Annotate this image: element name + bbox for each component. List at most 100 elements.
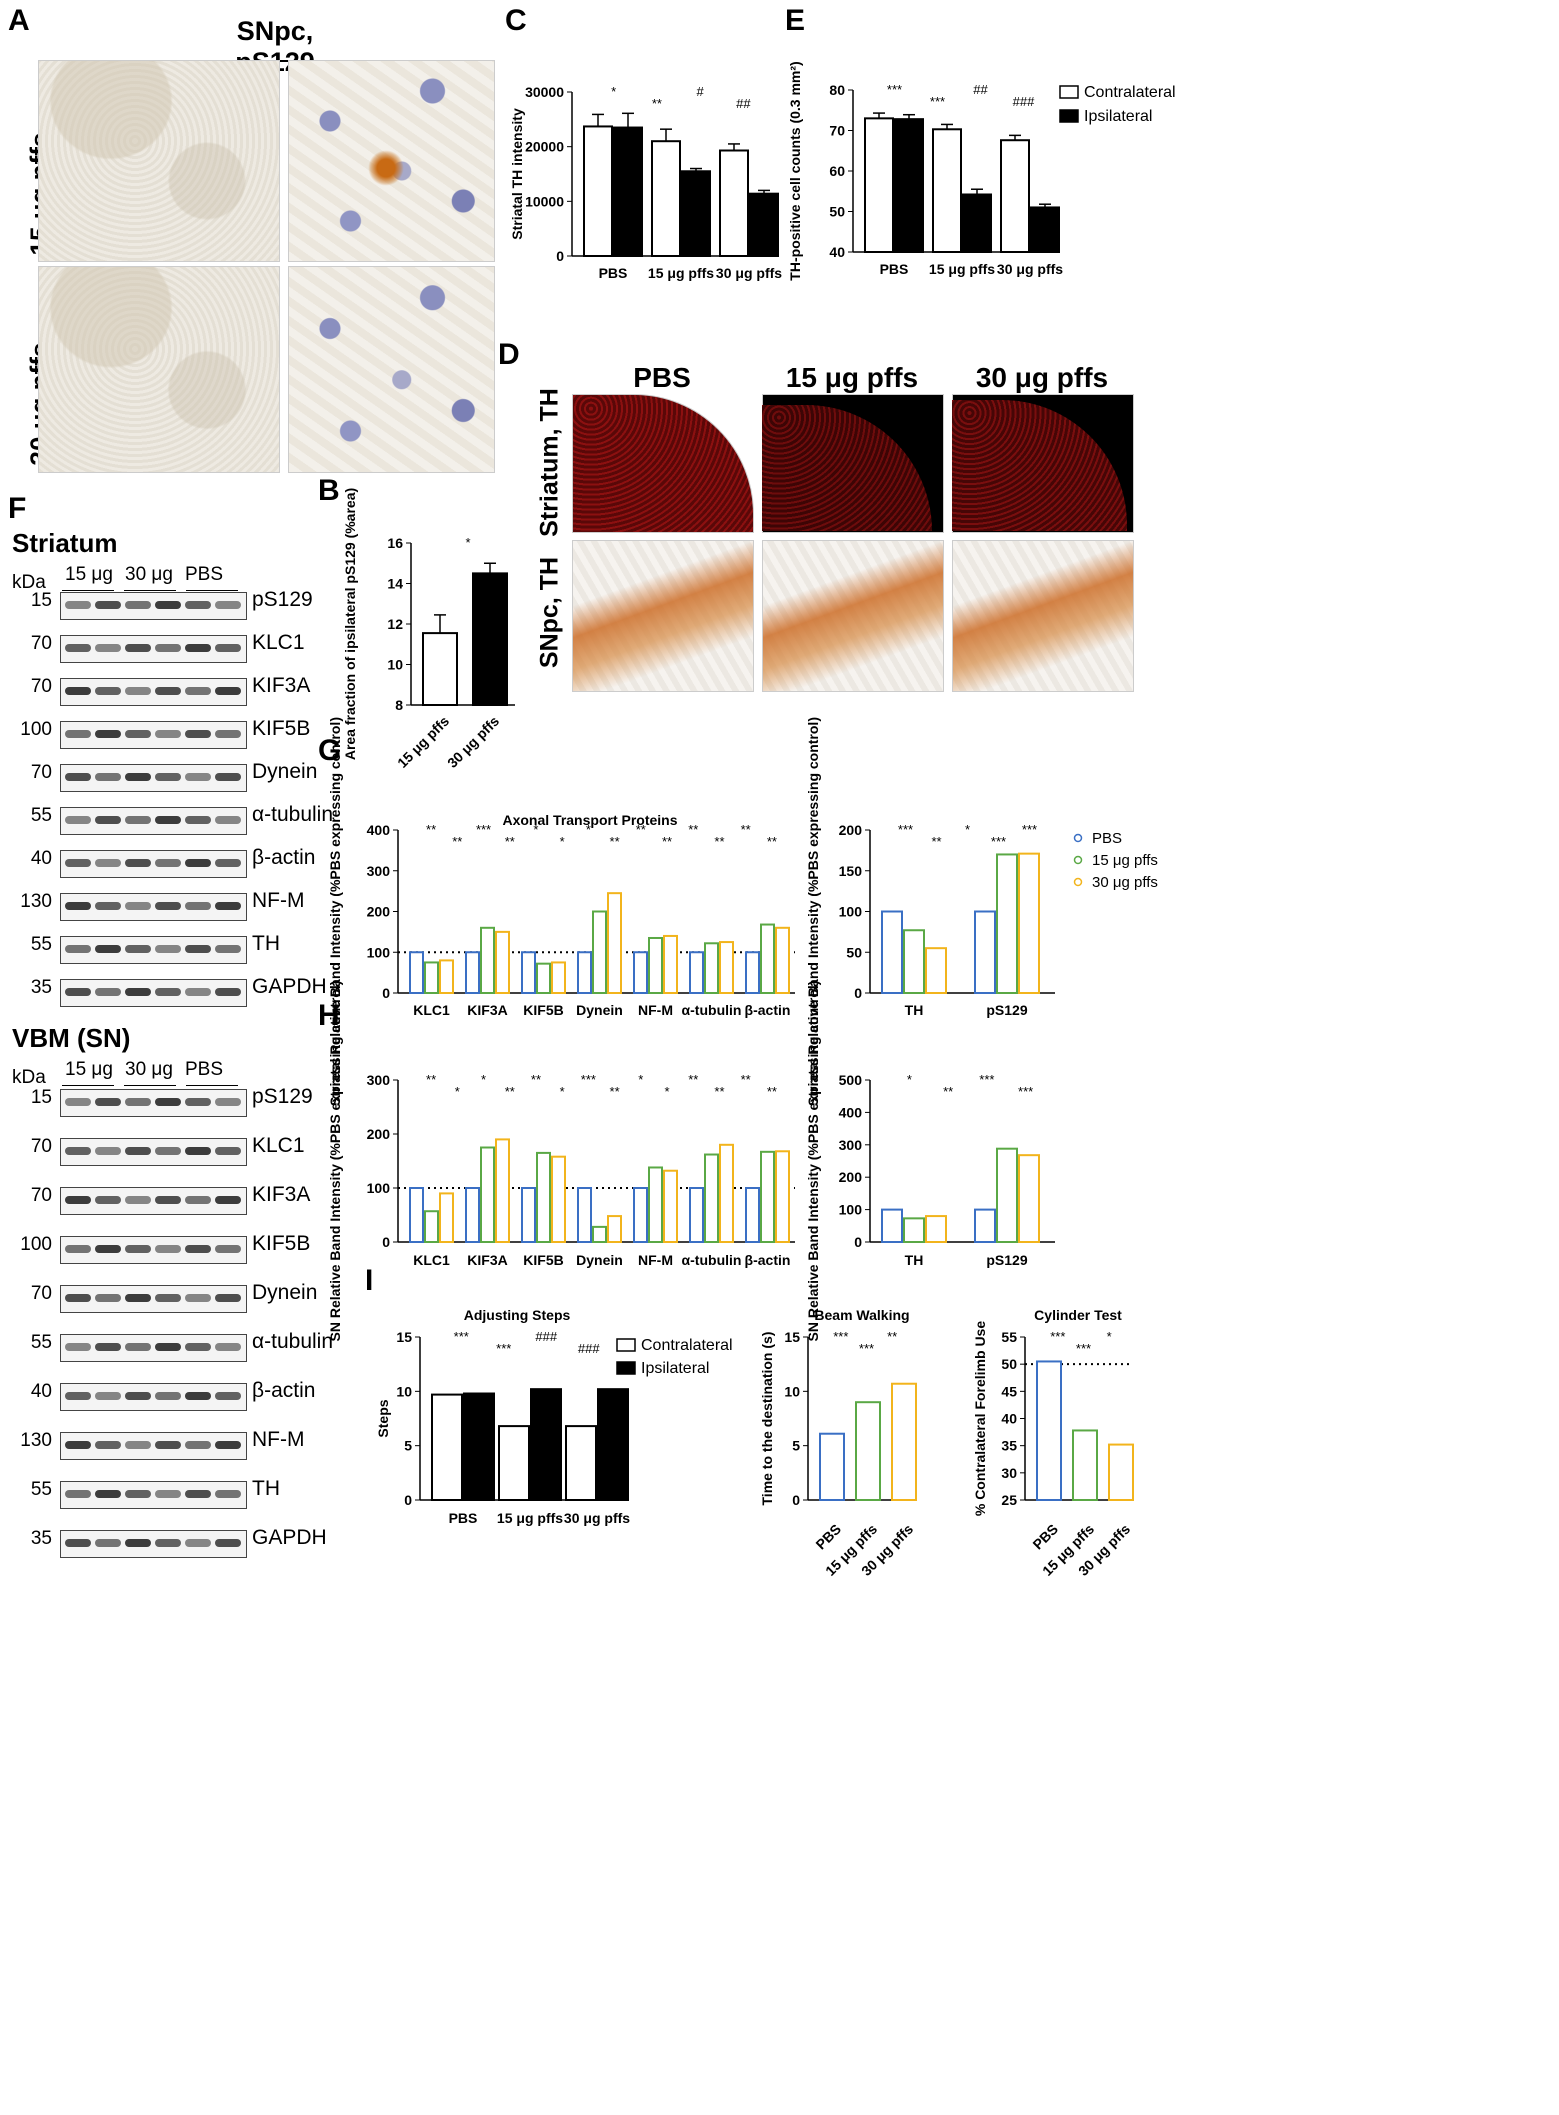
y-tick-label: 0 [556, 248, 564, 264]
blot-band [215, 902, 241, 910]
blot-band [125, 859, 151, 867]
bar [651, 140, 681, 257]
significance-mark: *** [581, 1072, 596, 1087]
y-tick-label: 400 [839, 1104, 863, 1120]
snpc-ps129-30ug-high-mag [288, 266, 495, 473]
blot-band [215, 945, 241, 953]
panel-letter-E: E [785, 4, 805, 37]
blot-band [125, 773, 151, 781]
blot-band [185, 816, 211, 824]
significance-mark: ** [452, 834, 462, 849]
blot-band [125, 1098, 151, 1106]
y-axis-label: SN Relative Band Intensity (%PBS express… [327, 981, 343, 1342]
blot-band [185, 730, 211, 738]
blot-band [185, 773, 211, 781]
lane-label: 15 μg [65, 564, 113, 585]
x-tick-label: pS129 [986, 1002, 1027, 1018]
y-tick-label: 0 [382, 1234, 390, 1250]
blot-band [95, 859, 121, 867]
blot-band [125, 1147, 151, 1155]
blot-row: β-actin 40 [31, 1377, 360, 1413]
y-tick-label: 45 [1001, 1383, 1017, 1399]
blot-band [125, 945, 151, 953]
blot-kda-label: 70 [30, 1185, 52, 1206]
blot-kda-label: 55 [30, 934, 52, 955]
blot-band [65, 601, 91, 609]
x-tick-label: NF-M [638, 1252, 673, 1268]
blot-band [185, 1294, 211, 1302]
blot-band [155, 1343, 181, 1351]
x-tick-label: KIF3A [467, 1002, 507, 1018]
blot-band [65, 988, 91, 996]
blot-band [155, 1147, 181, 1155]
blot-band [95, 773, 121, 781]
blot-kda-label: 100 [20, 1234, 52, 1255]
blot-protein-label: TH [252, 932, 280, 955]
blot-strip [60, 1334, 247, 1362]
blot-band [125, 816, 151, 824]
blot-strip [60, 1138, 247, 1166]
bar [1108, 1443, 1134, 1501]
y-tick-label: 60 [829, 163, 845, 179]
y-axis-label: Time to the destination (s) [759, 1332, 775, 1506]
bar [409, 951, 424, 994]
blot-band [125, 730, 151, 738]
panel-a-label: A [8, 4, 30, 37]
y-tick-label: 70 [829, 123, 845, 139]
blot-row: pS129 15 [31, 586, 360, 622]
blot-row: Dynein 70 [31, 758, 360, 794]
x-tick-label: PBS [449, 1510, 478, 1526]
significance-mark: *** [476, 822, 491, 837]
y-tick-label: 0 [404, 1492, 412, 1508]
blot-band [65, 1490, 91, 1498]
significance-mark: ** [610, 1084, 620, 1099]
blot-band [185, 687, 211, 695]
significance-mark: *** [833, 1329, 848, 1344]
blot-row: KIF5B 100 [20, 1230, 360, 1266]
bar [760, 923, 775, 994]
blot-protein-label: GAPDH [252, 975, 327, 998]
y-tick-label: 200 [839, 1169, 863, 1185]
blot-protein-label: pS129 [252, 1085, 313, 1108]
blot-band [65, 816, 91, 824]
bar [648, 936, 663, 994]
blot-strip [60, 764, 247, 792]
x-tick-label: 15 μg pffs [648, 265, 714, 281]
blot-band [65, 1098, 91, 1106]
significance-mark: ** [636, 822, 646, 837]
blot-band [155, 644, 181, 652]
bar [521, 951, 536, 994]
y-tick-label: 5 [792, 1438, 800, 1454]
snpc-ps129-30ug-low-mag [38, 266, 280, 473]
bar [996, 853, 1018, 995]
blot-band [215, 773, 241, 781]
significance-mark: ** [741, 822, 751, 837]
chart-title: Beam Walking [814, 1307, 909, 1323]
x-tick-label: 15 μg pffs [929, 261, 995, 277]
bar [431, 1393, 463, 1502]
y-tick-label: 30 [1001, 1465, 1017, 1481]
blot-kda-label: 15 [30, 590, 52, 611]
bar [925, 1215, 947, 1243]
x-tick-label: α-tubulin [682, 1252, 742, 1268]
bar [1030, 206, 1060, 253]
y-tick-label: 200 [367, 904, 391, 920]
legend-ipsilateral-e-swatch [1059, 109, 1079, 123]
blot-band [125, 1441, 151, 1449]
bar [719, 1143, 734, 1244]
blot-protein-label: pS129 [252, 588, 313, 611]
blot-strip [60, 850, 247, 878]
panel-f-label: F [8, 492, 27, 525]
blot-kda-label: 55 [30, 1479, 52, 1500]
blot-band [95, 601, 121, 609]
bar [648, 1166, 663, 1243]
significance-mark: * [465, 535, 470, 550]
lane-label: PBS [185, 564, 224, 585]
bar [681, 170, 711, 257]
y-tick-label: 10 [784, 1383, 800, 1399]
x-tick-label: KLC1 [413, 1252, 450, 1268]
bar [719, 149, 749, 257]
blot-band [215, 1196, 241, 1204]
blot-band [125, 687, 151, 695]
lane-underline [124, 590, 176, 591]
